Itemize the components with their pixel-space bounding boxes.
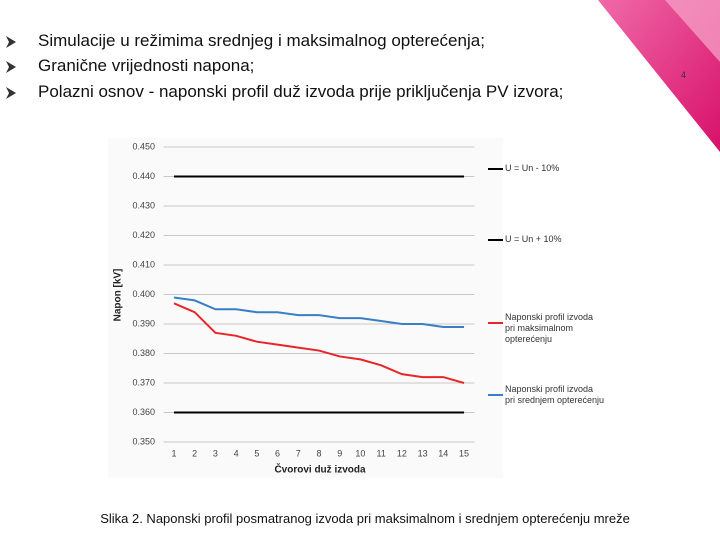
x-tick-label: 2 [192, 448, 197, 458]
series-line [173, 302, 465, 384]
legend-label: U = Un - 10% [505, 163, 560, 173]
chart-area [108, 138, 503, 478]
series-line [173, 296, 465, 328]
corner-decoration [598, 0, 720, 152]
x-tick-label: 11 [376, 448, 385, 458]
corner-decoration [665, 0, 720, 62]
x-axis-label: Čvorovi duž izvoda [274, 463, 366, 476]
y-tick-label: 0.450 [132, 141, 155, 151]
y-tick-label: 0.350 [132, 436, 155, 446]
bullet-arrow [6, 36, 16, 48]
y-tick-label: 0.420 [132, 230, 155, 240]
x-tick-label: 10 [355, 448, 365, 458]
y-tick-label: 0.370 [132, 377, 155, 387]
y-tick-label: 0.380 [132, 348, 155, 358]
x-tick-label: 12 [397, 448, 407, 458]
y-tick-label: 0.360 [132, 407, 155, 417]
y-axis-label: Napon [kV] [113, 269, 124, 322]
x-tick-label: 14 [438, 448, 448, 458]
bullet-arrow [6, 61, 16, 73]
y-tick-label: 0.430 [132, 200, 155, 210]
x-tick-label: 3 [213, 448, 218, 458]
legend-label: U = Un + 10% [505, 234, 562, 244]
x-tick-label: 8 [316, 448, 321, 458]
x-tick-label: 9 [337, 448, 342, 458]
y-tick-label: 0.400 [132, 289, 155, 299]
bullet-text: Simulacije u režimima srednjeg i maksima… [38, 31, 485, 50]
x-tick-label: 15 [459, 448, 469, 458]
x-tick-label: 13 [418, 448, 428, 458]
x-tick-label: 1 [171, 448, 176, 458]
figure-caption: Slika 2. Naponski profil posmatranog izv… [100, 511, 630, 526]
x-tick-label: 4 [234, 448, 239, 458]
y-tick-label: 0.390 [132, 318, 155, 328]
legend-label: Naponski profil izvoda pri maksimalnom o… [505, 312, 594, 344]
y-tick-label: 0.410 [132, 259, 155, 269]
x-tick-label: 5 [254, 448, 259, 458]
bullet-arrow [6, 87, 16, 99]
page-number: 4 [681, 70, 687, 80]
bullet-text: Polazni osnov - naponski profil duž izvo… [38, 82, 564, 101]
x-tick-label: 6 [275, 448, 280, 458]
x-tick-label: 7 [296, 448, 301, 458]
bullet-text: Granične vrijednosti napona; [38, 56, 255, 75]
y-tick-label: 0.440 [132, 171, 155, 181]
legend-label: Naponski profil izvoda pri srednjem opte… [505, 384, 605, 405]
